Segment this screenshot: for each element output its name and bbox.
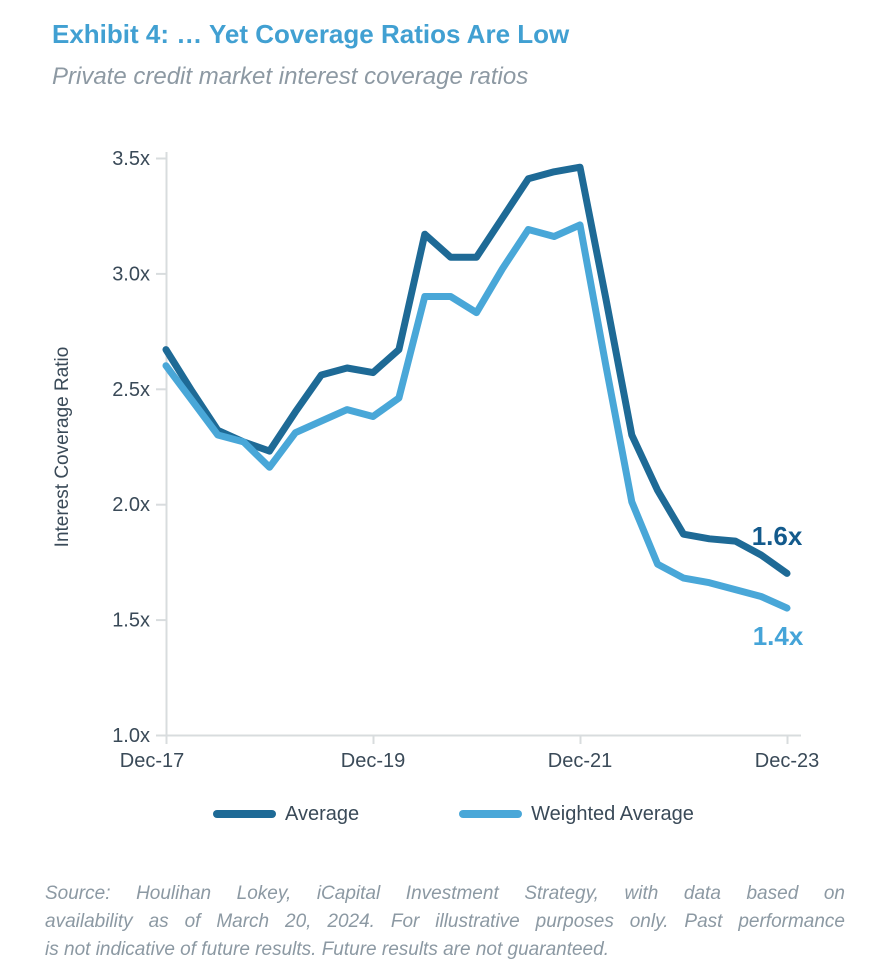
line-chart-canvas: 1.0x 1.5x 2.0x 2.5x 3.0x 3.5x Dec-17 Dec-19 Dec-… (52, 148, 819, 772)
line-average (162, 163, 791, 577)
exhibit-header: Exhibit 4: … Yet Coverage Ratios Are Low… (0, 0, 877, 110)
coverage-ratio-chart: 1.0x 1.5x 2.0x 2.5x 3.0x 3.5x Dec-17 Dec-19 Dec-… (0, 110, 877, 780)
x-tick-label: Dec-21 (548, 750, 612, 772)
legend-item-average: Average (213, 803, 359, 826)
average-line-swatch (213, 810, 276, 818)
exhibit-subtitle: Private credit market interest coverage … (52, 63, 529, 90)
chart-legend: Average Weighted Average (213, 803, 877, 826)
weighted-average-line-swatch (459, 810, 523, 818)
legend-label-average: Average (285, 802, 360, 825)
x-tick-label: Dec-19 (341, 750, 405, 772)
y-tick-label: 2.0x (112, 494, 150, 516)
weighted-average-end-label: 1.4x (753, 621, 804, 651)
x-tick-label: Dec-23 (755, 750, 819, 772)
source-note-line-2: availability as of March 20, 2024. For i… (45, 911, 845, 932)
line-weighted-average (162, 221, 791, 612)
exhibit-title: Exhibit 4: … Yet Coverage Ratios Are Low (52, 19, 570, 49)
source-note: Source: Houlihan Lokey, iCapital Investm… (45, 880, 845, 964)
legend-item-weighted-average: Weighted Average (459, 803, 694, 826)
source-note-line-3: is not indicative of future results. Fut… (45, 939, 609, 960)
y-tick-label: 1.5x (112, 610, 150, 632)
average-end-label: 1.6x (752, 521, 803, 551)
y-tick-label: 2.5x (112, 379, 150, 401)
y-tick-label: 3.5x (112, 148, 150, 170)
source-note-line-1: Source: Houlihan Lokey, iCapital Investm… (45, 883, 845, 904)
y-tick-label: 1.0x (112, 725, 150, 747)
legend-label-weighted-average: Weighted Average (531, 802, 694, 825)
y-tick-label: 3.0x (112, 263, 150, 285)
x-tick-label: Dec-17 (120, 750, 184, 772)
y-axis-title: Interest Coverage Ratio (52, 347, 73, 548)
